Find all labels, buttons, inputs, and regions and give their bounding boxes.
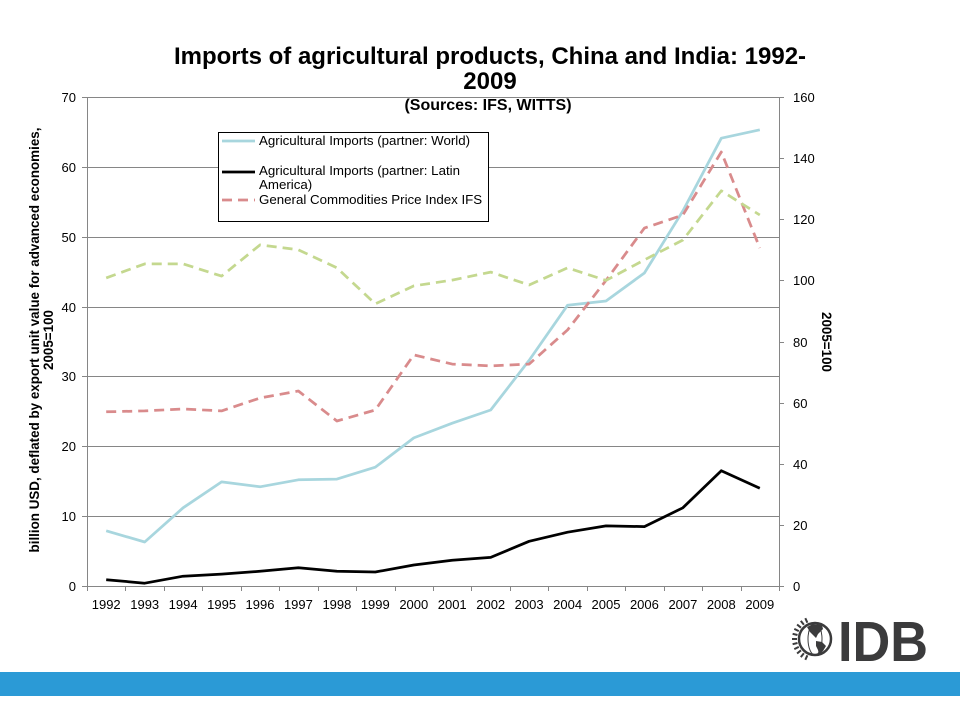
x-tick-label: 1999 bbox=[361, 597, 390, 612]
globe-ray bbox=[793, 646, 800, 650]
x-tick-label: 1996 bbox=[246, 597, 275, 612]
legend-swatch bbox=[222, 139, 255, 143]
series-line-latin-america-imports bbox=[106, 469, 761, 585]
x-tick-label: 1993 bbox=[130, 597, 159, 612]
x-tick-label: 2003 bbox=[515, 597, 544, 612]
x-tick-label: 2004 bbox=[553, 597, 582, 612]
globe-ray bbox=[796, 623, 802, 629]
y2-tick-label: 120 bbox=[793, 212, 815, 227]
americas-south-shape bbox=[816, 641, 826, 655]
y2-tick-label: 160 bbox=[793, 90, 815, 105]
x-tick-label: 2006 bbox=[630, 597, 659, 612]
plot-series bbox=[105, 128, 762, 585]
legend-swatch bbox=[222, 170, 255, 174]
logo-text: IDB bbox=[838, 610, 928, 674]
x-tick-label: 2002 bbox=[476, 597, 505, 612]
tick-labels: 0 10 20 30 40 50 60 70 0 20 40 60 80 100 120 140 160 1992… bbox=[62, 90, 815, 612]
x-tick-label: 1992 bbox=[92, 597, 121, 612]
globe-ray bbox=[804, 617, 809, 624]
x-tick-label: 1994 bbox=[169, 597, 198, 612]
globe-ray bbox=[796, 649, 802, 655]
footer-band bbox=[0, 672, 960, 696]
globe-ray bbox=[793, 628, 800, 632]
x-tick-label: 2000 bbox=[399, 597, 428, 612]
gridlines bbox=[87, 97, 779, 587]
legend-label: Agricultural Imports (partner: World) bbox=[259, 133, 471, 148]
globe-meridian bbox=[807, 622, 823, 656]
y-tick-label: 70 bbox=[62, 90, 76, 105]
y2-tick-label: 0 bbox=[793, 579, 800, 594]
y2-axis-title: 2005=100 bbox=[819, 312, 834, 372]
legend-entry-world: Agricultural Imports (partner: World) bbox=[219, 134, 488, 164]
americas-north-shape bbox=[807, 624, 823, 638]
y-axis-title: billion USD, deflated by export unit val… bbox=[27, 127, 56, 553]
y-tick-label: 60 bbox=[62, 160, 76, 175]
globe-rays bbox=[792, 617, 809, 661]
y-tick-label: 40 bbox=[62, 300, 76, 315]
x-tick-label: 1997 bbox=[284, 597, 313, 612]
idb-logo: IDB bbox=[792, 610, 928, 674]
y-tick-label: 0 bbox=[69, 579, 76, 594]
legend-entry-price-index: General Commodities Price Index IFS bbox=[219, 193, 488, 223]
y-tick-label: 50 bbox=[62, 230, 76, 245]
legend-entry-latin-america: Agricultural Imports (partner: Latin Ame… bbox=[219, 164, 488, 194]
x-tick-label: 2005 bbox=[592, 597, 621, 612]
series-line-green-dashed bbox=[105, 189, 761, 306]
y-tick-label: 30 bbox=[62, 369, 76, 384]
x-tick-label: 1998 bbox=[322, 597, 351, 612]
globe-ray bbox=[792, 642, 798, 646]
legend-label: Agricultural Imports (partner: Latin Ame… bbox=[259, 163, 461, 192]
legend-label: General Commodities Price Index IFS bbox=[259, 192, 483, 207]
y2-tick-label: 100 bbox=[793, 273, 815, 288]
globe-ray bbox=[804, 654, 809, 661]
globe-ray bbox=[792, 632, 798, 636]
y-tick-label: 10 bbox=[62, 509, 76, 524]
chart-subtitle: (Sources: IFS, WITTS) bbox=[404, 97, 572, 114]
axes bbox=[82, 97, 784, 591]
y2-tick-label: 80 bbox=[793, 335, 807, 350]
x-tick-label: 2007 bbox=[668, 597, 697, 612]
chart-legend: Agricultural Imports (partner: World) Ag… bbox=[218, 132, 489, 222]
y2-tick-label: 20 bbox=[793, 518, 807, 533]
chart-title: Imports of agricultural products, China … bbox=[173, 43, 807, 95]
x-tick-label: 1995 bbox=[207, 597, 236, 612]
legend-swatch bbox=[222, 198, 255, 202]
series-line-world-imports bbox=[105, 128, 761, 544]
globe-ray bbox=[800, 620, 805, 626]
y2-tick-label: 40 bbox=[793, 457, 807, 472]
y2-tick-label: 140 bbox=[793, 151, 815, 166]
globe-ray bbox=[800, 652, 805, 658]
x-tick-label: 2009 bbox=[745, 597, 774, 612]
x-tick-label: 2008 bbox=[707, 597, 736, 612]
y-tick-label: 20 bbox=[62, 439, 76, 454]
y2-tick-label: 60 bbox=[793, 396, 807, 411]
series-line-commodities-price-index bbox=[106, 150, 762, 423]
x-tick-label: 2001 bbox=[438, 597, 467, 612]
